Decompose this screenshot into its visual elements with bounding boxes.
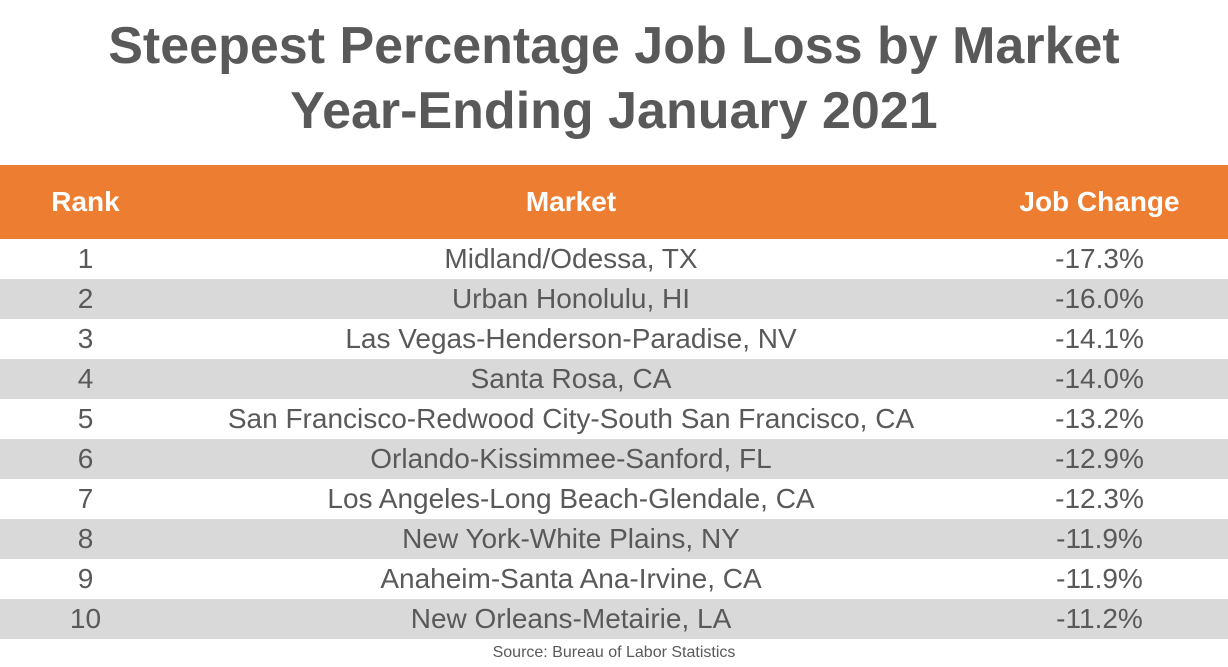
table-row: 1 Midland/Odessa, TX -17.3% — [0, 239, 1228, 279]
market-cell: Anaheim-Santa Ana-Irvine, CA — [380, 563, 762, 594]
source-note: Source: Bureau of Labor Statistics — [492, 644, 736, 661]
rank-cell: 4 — [77, 363, 94, 394]
job-change-cell: -13.2% — [1055, 403, 1144, 434]
market-cell: Las Vegas-Henderson-Paradise, NV — [345, 323, 797, 354]
title-line-2: Year-Ending January 2021 — [290, 82, 938, 140]
job-change-cell: -11.9% — [1056, 563, 1143, 594]
table-row: 7 Los Angeles-Long Beach-Glendale, CA -12.… — [0, 479, 1228, 519]
rank-cell: 6 — [77, 443, 94, 474]
market-cell: Los Angeles-Long Beach-Glendale, CA — [327, 483, 815, 514]
market-cell: New York-White Plains, NY — [402, 523, 740, 554]
table-row: 9 Anaheim-Santa Ana-Irvine, CA -11.9% — [0, 559, 1228, 599]
job-change-cell: -12.9% — [1055, 443, 1144, 474]
job-change-cell: -12.3% — [1055, 483, 1144, 514]
rank-cell: 8 — [77, 523, 94, 554]
job-change-cell: -16.0% — [1055, 283, 1144, 314]
header-rank: Rank — [51, 186, 120, 217]
job-change-cell: -14.1% — [1055, 323, 1144, 354]
table-header: Rank Market Job Change — [0, 165, 1228, 239]
rank-cell: 7 — [77, 483, 94, 514]
chart-title: Steepest Percentage Job Loss by Market Y… — [0, 14, 1228, 144]
market-cell: Orlando-Kissimmee-Sanford, FL — [370, 443, 772, 474]
market-cell: Santa Rosa, CA — [470, 363, 672, 394]
market-cell: Midland/Odessa, TX — [444, 243, 698, 274]
title-line-1: Steepest Percentage Job Loss by Market — [108, 17, 1120, 75]
table-row: 5 San Francisco-Redwood City-South San Fr… — [0, 399, 1228, 439]
market-cell: San Francisco-Redwood City-South San Fra… — [227, 403, 915, 434]
market-cell: Urban Honolulu, HI — [451, 283, 691, 314]
market-cell: New Orleans-Metairie, LA — [410, 603, 732, 634]
job-change-cell: -11.9% — [1056, 523, 1143, 554]
rank-cell: 10 — [69, 603, 102, 634]
table-row: 2 Urban Honolulu, HI -16.0% — [0, 279, 1228, 319]
job-loss-table: Rank Market Job Change 1 Midland/Odessa, … — [0, 165, 1228, 639]
rank-cell: 5 — [77, 403, 94, 434]
header-market: Market — [525, 186, 617, 217]
table-row: 3 Las Vegas-Henderson-Paradise, NV -14.1% — [0, 319, 1228, 359]
job-change-cell: -14.0% — [1055, 363, 1144, 394]
header-job-change: Job Change — [1019, 186, 1180, 217]
rank-cell: 1 — [77, 243, 94, 274]
table-row: 6 Orlando-Kissimmee-Sanford, FL -12.9% — [0, 439, 1228, 479]
table-row: 8 New York-White Plains, NY -11.9% — [0, 519, 1228, 559]
rank-cell: 9 — [77, 563, 94, 594]
table-row: 4 Santa Rosa, CA -14.0% — [0, 359, 1228, 399]
job-change-cell: -17.3% — [1055, 243, 1144, 274]
rank-cell: 2 — [77, 283, 94, 314]
table-row: 10 New Orleans-Metairie, LA -11.2% — [0, 599, 1228, 639]
rank-cell: 3 — [77, 323, 94, 354]
table-body: 1 Midland/Odessa, TX -17.3% 2 Urban Honolulu… — [0, 239, 1228, 639]
job-change-cell: -11.2% — [1056, 603, 1143, 634]
